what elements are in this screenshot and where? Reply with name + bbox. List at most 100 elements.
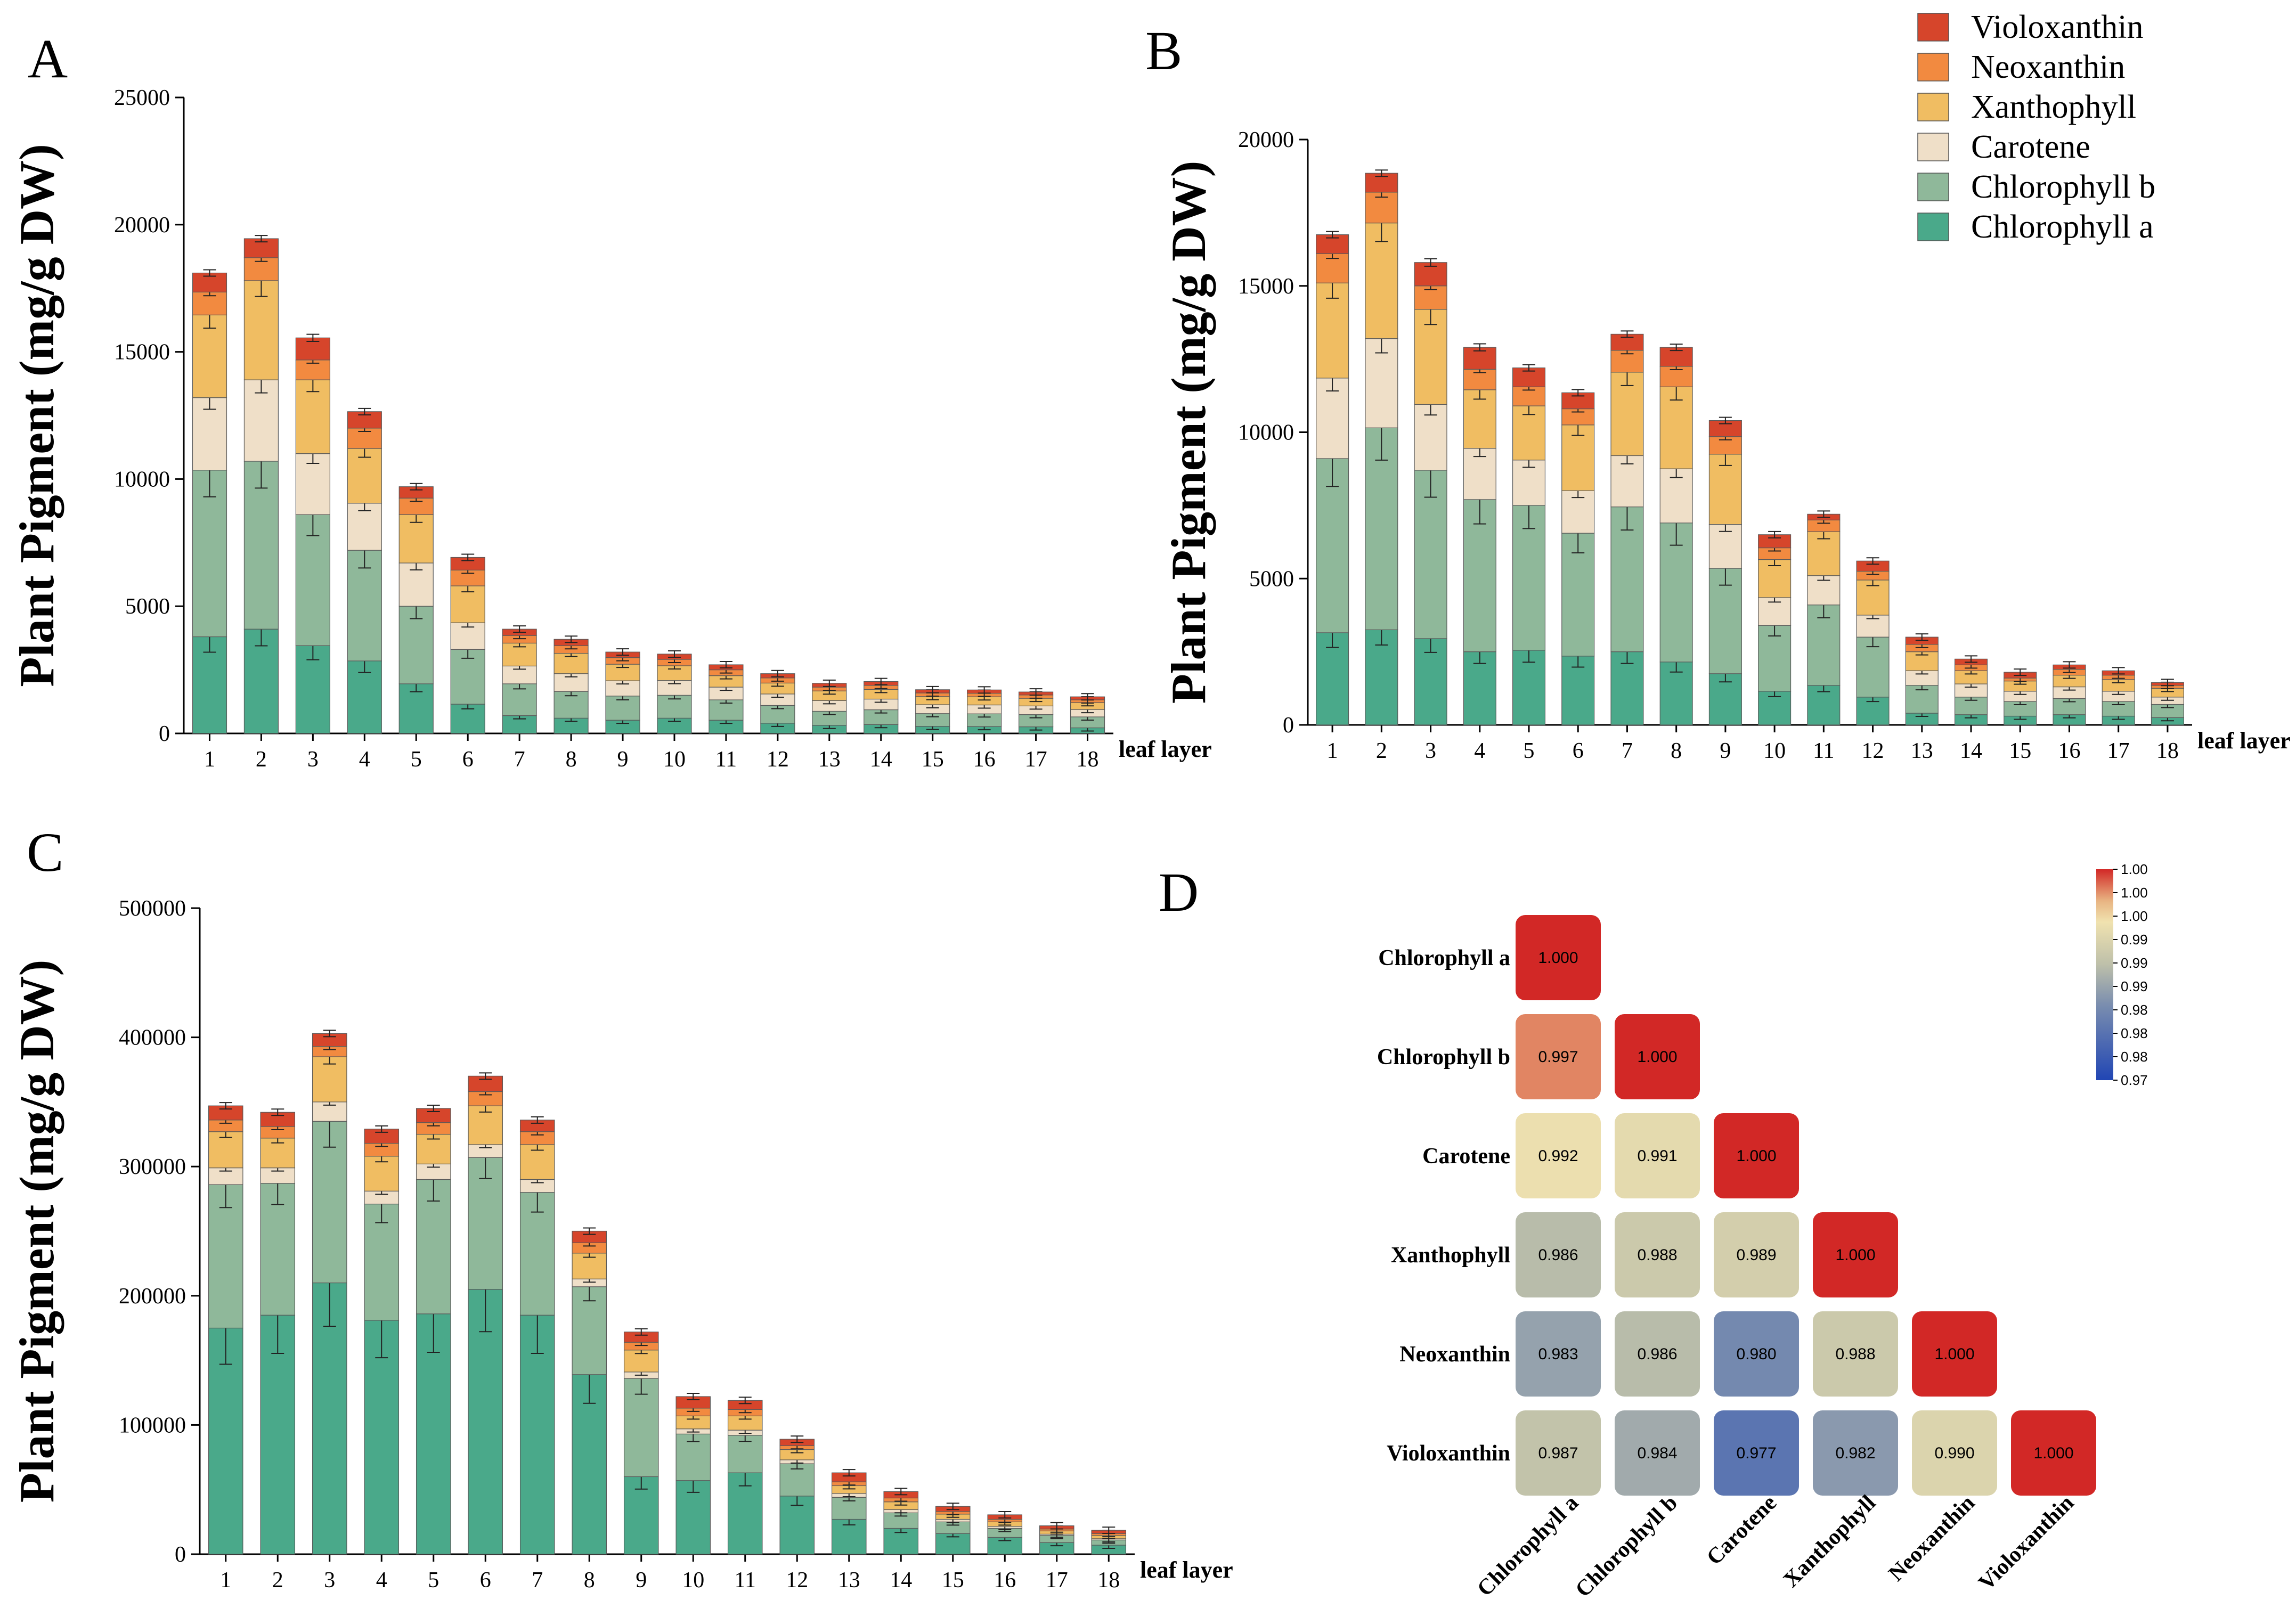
heatmap-cell — [1912, 1410, 1997, 1496]
legend-label: Chlorophyll b — [1971, 169, 2155, 205]
panel-c-x-tick-label: 7 — [532, 1568, 543, 1593]
panel-c-y-tick-label: 400000 — [119, 1026, 186, 1050]
panel-a-x-axis-title: leaf layer — [1119, 736, 1212, 762]
heatmap-cell-value: 0.986 — [1637, 1345, 1677, 1363]
panel-c-y-tick-label: 200000 — [119, 1284, 186, 1309]
panel-a-x-tick-label: 12 — [767, 747, 789, 772]
heatmap-cell — [1813, 1212, 1898, 1297]
heatmap-cell-value: 0.984 — [1637, 1444, 1677, 1462]
panel-c-x-tick-label: 9 — [636, 1568, 647, 1593]
heatmap-cell — [1813, 1311, 1898, 1397]
panel-b-x-tick-label: 16 — [2058, 739, 2080, 763]
panel-a-x-tick-label: 7 — [514, 747, 525, 772]
colorbar-label: 0.98 — [2121, 1049, 2148, 1065]
panel-a-x-tick-label: 1 — [204, 747, 215, 772]
heatmap-cell — [1813, 1410, 1898, 1496]
panel-a-bar-xanthophyll — [605, 664, 640, 681]
heatmap-col-label: Chlorophyll a — [1472, 1491, 1583, 1600]
heatmap-row-label: Xanthophyll — [1391, 1243, 1510, 1268]
colorbar-label: 0.97 — [2121, 1072, 2148, 1088]
heatmap-cell — [1714, 1212, 1799, 1297]
colorbar — [2096, 869, 2113, 1080]
panel-a: A Plant Pigment (mg/g DW) 0 5000 10000 15000 2… — [10, 28, 1212, 772]
panel-b-bar-chlorophyll-b — [1659, 523, 1693, 663]
colorbar-label: 0.99 — [2121, 978, 2148, 994]
heatmap-cell — [1516, 1014, 1601, 1099]
panel-a-bar-chlorophyll-a — [243, 628, 279, 734]
heatmap-col-label: Carotene — [1702, 1491, 1781, 1570]
heatmap-cell-value: 0.986 — [1538, 1246, 1578, 1264]
panel-c-bar-chlorophyll-a — [312, 1282, 347, 1555]
panel-a-letter: A — [28, 28, 68, 89]
panel-b-x-tick-label: 15 — [2009, 739, 2031, 763]
panel-b-x-tick-label: 6 — [1573, 739, 1584, 763]
panel-c-bar-chlorophyll-b — [519, 1192, 555, 1316]
panel-b-y-tick-label: 10000 — [1238, 421, 1294, 445]
panel-b-bar-chlorophyll-b — [1414, 470, 1447, 639]
panel-c-x-tick-label: 5 — [428, 1568, 439, 1593]
legend-label: Carotene — [1971, 129, 2090, 165]
heatmap-cell-value: 0.990 — [1934, 1444, 1974, 1462]
panel-b-bar-neoxanthin — [1561, 408, 1595, 426]
heatmap-cell-value: 0.988 — [1835, 1345, 1875, 1363]
panel-b: B Plant Pigment (mg/g DW) 0 5000 10000 15000 2… — [1145, 20, 2291, 763]
panel-b-bar-chlorophyll-b — [1463, 499, 1496, 652]
panel-b-bar-chlorophyll-b — [1708, 568, 1742, 674]
panel-c-x-tick-label: 14 — [890, 1568, 912, 1593]
panel-b-x-tick-label: 7 — [1622, 739, 1633, 763]
panel-b-bar-xanthophyll — [1610, 372, 1644, 456]
panel-c-bar-chlorophyll-a — [364, 1320, 400, 1555]
panel-a-x-tick-label: 17 — [1025, 747, 1047, 772]
panel-a-y-tick-label: 25000 — [114, 86, 170, 110]
panel-c-x-tick-label: 1 — [220, 1568, 231, 1593]
panel-a-x-tick-label: 10 — [663, 747, 686, 772]
colorbar-label: 1.00 — [2121, 885, 2148, 901]
panel-a-x-tick-label: 14 — [870, 747, 892, 772]
heatmap-cell-value: 0.992 — [1538, 1147, 1578, 1165]
heatmap-cell — [1516, 1311, 1601, 1397]
panel-c: C Plant Pigment (mg/g DW) 0 100000 200000 300… — [10, 822, 1233, 1593]
panel-c-bar-violoxanthin — [260, 1112, 296, 1127]
legend-swatch — [1917, 93, 1949, 121]
panel-a-bar-neoxanthin — [450, 569, 485, 586]
panel-b-y-tick-label: 0 — [1283, 713, 1294, 738]
panel-c-x-tick-label: 17 — [1046, 1568, 1068, 1593]
panel-c-y-tick-label: 0 — [175, 1542, 186, 1567]
panel-c-bar-chlorophyll-b — [623, 1378, 659, 1477]
panel-c-y-axis-title: Plant Pigment (mg/g DW) — [10, 960, 64, 1503]
legend-label: Xanthophyll — [1971, 89, 2136, 125]
panel-c-x-axis-title: leaf layer — [1140, 1557, 1233, 1583]
panel-c-letter: C — [27, 822, 63, 883]
panel-b-x-tick-label: 10 — [1763, 739, 1786, 763]
heatmap-cell-value: 0.988 — [1637, 1246, 1677, 1264]
panel-c-y-tick-label: 500000 — [119, 896, 186, 921]
legend-swatch — [1917, 213, 1949, 241]
panel-b-bar-chlorophyll-b — [1561, 533, 1595, 657]
panel-b-y-tick-label: 5000 — [1249, 567, 1294, 591]
panel-a-bar-chlorophyll-b — [347, 550, 382, 662]
panel-b-x-tick-label: 1 — [1327, 739, 1338, 763]
heatmap-row-label: Chlorophyll b — [1377, 1045, 1510, 1070]
panel-a-bar-chlorophyll-a — [295, 645, 330, 734]
heatmap-cell-value: 1.000 — [1538, 949, 1578, 967]
legend-label: Violoxanthin — [1971, 9, 2143, 45]
panel-a-x-tick-label: 9 — [617, 747, 629, 772]
panel-c-x-tick-label: 2 — [272, 1568, 283, 1593]
heatmap-cell — [1615, 1113, 1700, 1198]
panel-c-x-tick-label: 15 — [942, 1568, 964, 1593]
heatmap-cell — [2011, 1410, 2096, 1496]
panel-b-x-tick-label: 18 — [2156, 739, 2179, 763]
heatmap-cell-value: 1.000 — [1736, 1147, 1776, 1165]
panel-c-bar-chlorophyll-a — [416, 1313, 451, 1555]
panel-c-bar-chlorophyll-b — [364, 1203, 400, 1321]
panel-c-x-tick-label: 10 — [682, 1568, 704, 1593]
heatmap-cell-value: 0.983 — [1538, 1345, 1578, 1363]
legend-swatch — [1917, 173, 1949, 201]
panel-a-y-axis-title: Plant Pigment (mg/g DW) — [10, 144, 64, 687]
heatmap-cell — [1516, 1212, 1601, 1297]
panel-b-bar-chlorophyll-a — [1365, 629, 1398, 725]
heatmap-cell-value: 0.989 — [1736, 1246, 1776, 1264]
panel-c-y-tick-label: 100000 — [119, 1413, 186, 1438]
heatmap-col-label: Neoxanthin — [1884, 1491, 1980, 1586]
panel-a-bar-chlorophyll-a — [192, 636, 227, 734]
